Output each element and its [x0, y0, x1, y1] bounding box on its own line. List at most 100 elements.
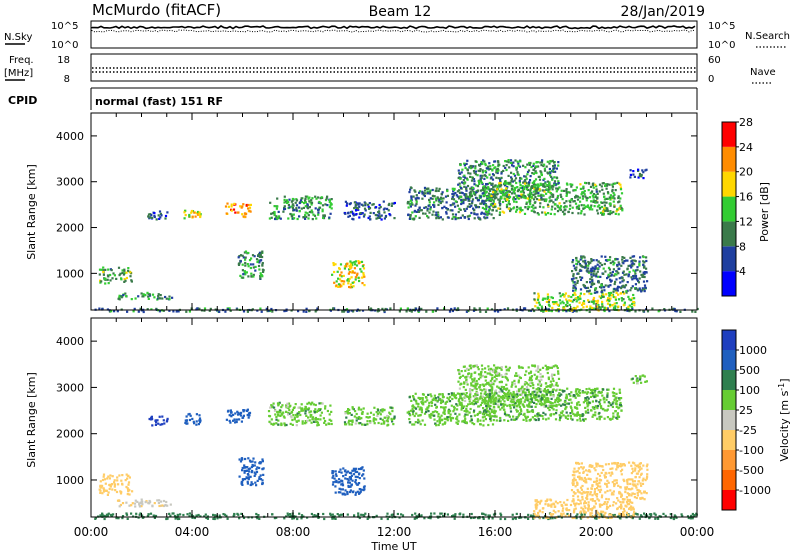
heatmap-cell [562, 302, 565, 305]
heatmap-cell [113, 274, 116, 277]
heatmap-cell [485, 388, 488, 391]
heatmap-cell [612, 306, 616, 309]
heatmap-cell [292, 204, 295, 207]
heatmap-cell [555, 187, 558, 190]
heatmap-cell [290, 514, 293, 517]
y-tick-label: 1000 [56, 267, 84, 280]
heatmap-cell [491, 178, 495, 181]
heatmap-cell [99, 480, 102, 483]
heatmap-cell [162, 309, 165, 312]
heatmap-cell [480, 163, 483, 166]
heatmap-cell [439, 201, 442, 205]
power-colorbar-tick-label: 16 [739, 191, 753, 204]
heatmap-cell [441, 191, 444, 194]
heatmap-cell [250, 275, 253, 278]
heatmap-cell [456, 404, 459, 407]
heatmap-cell [161, 504, 164, 507]
heatmap-cell [603, 401, 606, 404]
heatmap-cell [503, 189, 506, 192]
heatmap-cell [465, 207, 468, 210]
heatmap-cell [596, 192, 599, 195]
heatmap-cell [248, 470, 251, 473]
heatmap-cell [375, 217, 378, 220]
heatmap-cell [606, 207, 609, 210]
heatmap-cell [556, 397, 559, 400]
heatmap-cell [577, 390, 580, 393]
heatmap-cell [302, 206, 305, 209]
heatmap-cell [355, 264, 359, 267]
heatmap-cell [547, 188, 550, 191]
heatmap-cell [673, 307, 676, 311]
heatmap-cell [352, 490, 355, 493]
heatmap-cell [349, 478, 353, 481]
heatmap-cell [433, 512, 436, 515]
heatmap-cell [515, 166, 518, 169]
heatmap-cell [521, 366, 524, 369]
heatmap-cell [153, 215, 156, 219]
power-colorbar-swatch [722, 221, 736, 247]
heatmap-cell [445, 201, 448, 204]
heatmap-cell [588, 196, 592, 199]
heatmap-cell [377, 308, 380, 311]
power-colorbar-tick-label: 28 [739, 116, 753, 129]
heatmap-cell [434, 189, 437, 192]
heatmap-cell [242, 516, 246, 519]
heatmap-cell [657, 517, 660, 520]
heatmap-cell [102, 269, 105, 272]
heatmap-cell [205, 516, 208, 519]
heatmap-cell [321, 210, 324, 213]
heatmap-cell [566, 387, 569, 390]
heatmap-cell [515, 200, 518, 204]
heatmap-cell [346, 470, 350, 473]
heatmap-cell [378, 309, 381, 312]
heatmap-cell [195, 420, 198, 423]
heatmap-cell [484, 213, 487, 216]
heatmap-cell [582, 185, 585, 188]
heatmap-cell [247, 473, 250, 476]
heatmap-cell [101, 307, 104, 311]
heatmap-cell [257, 264, 261, 268]
heatmap-cell [579, 183, 582, 186]
heatmap-cell [164, 214, 168, 218]
heatmap-cell [305, 204, 309, 208]
heatmap-cell [246, 310, 249, 313]
heatmap-cell [209, 307, 212, 310]
heatmap-cell [131, 490, 134, 493]
heatmap-cell [573, 291, 576, 295]
heatmap-cell [155, 421, 158, 424]
heatmap-cell [258, 251, 262, 254]
heatmap-cell [488, 389, 491, 392]
heatmap-cell [484, 188, 487, 191]
heatmap-cell [479, 371, 483, 374]
heatmap-cell [490, 176, 493, 179]
heatmap-cell [279, 217, 282, 220]
heatmap-cell [307, 401, 311, 404]
heatmap-cell [540, 395, 543, 398]
heatmap-cell [484, 367, 487, 370]
heatmap-cell [552, 193, 555, 196]
heatmap-cell [548, 366, 551, 369]
heatmap-cell [487, 517, 490, 520]
heatmap-cell [228, 419, 231, 422]
heatmap-cell [331, 483, 335, 486]
heatmap-cell [548, 186, 551, 189]
heatmap-cell [318, 402, 321, 405]
heatmap-cell [381, 410, 384, 413]
heatmap-cell [476, 189, 479, 192]
heatmap-cell [570, 198, 573, 201]
heatmap-cell [598, 285, 602, 289]
heatmap-cell [408, 217, 411, 220]
heatmap-cell [475, 364, 478, 367]
heatmap-cell [520, 186, 524, 190]
heatmap-cell [477, 517, 480, 520]
heatmap-cell [575, 277, 578, 280]
heatmap-cell [475, 397, 478, 401]
heatmap-cell [270, 404, 273, 407]
heatmap-cell [267, 410, 271, 413]
heatmap-cell [472, 207, 475, 210]
heatmap-cell [630, 260, 633, 263]
heatmap-cell [158, 217, 161, 220]
heatmap-cell [458, 372, 461, 375]
heatmap-cell [466, 178, 469, 181]
heatmap-cell [558, 208, 561, 211]
